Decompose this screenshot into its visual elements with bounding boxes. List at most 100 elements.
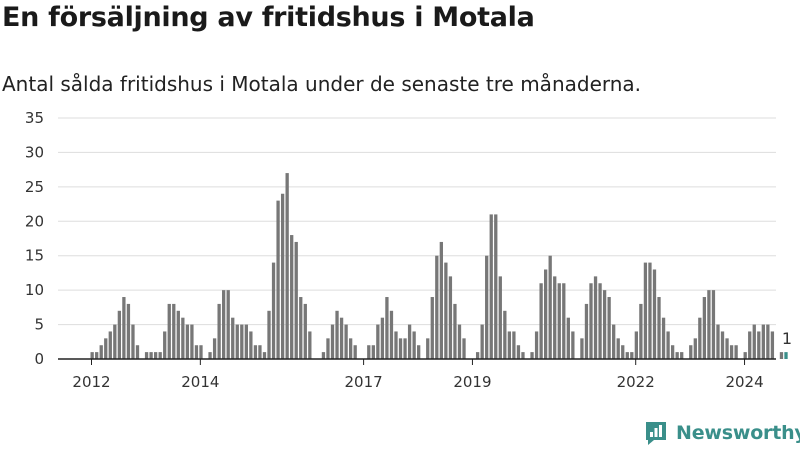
bar: [280, 193, 285, 359]
x-tick-label: 2024: [725, 373, 763, 391]
bar: [131, 324, 135, 359]
chart-subtitle: Antal sålda fritidshus i Motala under de…: [2, 72, 642, 96]
bar: [639, 303, 643, 359]
bar: [675, 352, 679, 359]
bar: [290, 235, 294, 359]
bar: [648, 262, 652, 359]
bar: [135, 345, 140, 359]
bar: [580, 338, 584, 359]
bar: [303, 303, 307, 359]
bar: [670, 345, 675, 359]
bar: [553, 276, 557, 359]
bar: [126, 303, 131, 359]
bar: [439, 241, 443, 359]
bar: [321, 352, 326, 359]
bar: [752, 324, 756, 359]
bar: [122, 297, 126, 359]
bar: [163, 331, 167, 359]
bar: [602, 290, 607, 359]
bar: [240, 324, 244, 359]
bar: [208, 352, 212, 359]
bar: [153, 352, 158, 359]
bar: [548, 255, 552, 359]
bar: [584, 303, 589, 359]
bar: [235, 324, 239, 359]
bar: [344, 324, 348, 359]
bar: [144, 352, 149, 359]
bar: [417, 345, 421, 359]
y-tick-label: 15: [25, 247, 44, 265]
bar: [702, 297, 707, 359]
bar: [285, 173, 289, 359]
bar: [330, 324, 335, 359]
bar: [108, 331, 112, 359]
x-tick-label: 2017: [345, 373, 383, 391]
bar: [389, 310, 394, 359]
x-tick-label: 2019: [453, 373, 491, 391]
bar: [494, 214, 498, 359]
bar: [521, 352, 525, 359]
bar: [407, 324, 412, 359]
bar: [426, 338, 430, 359]
bar: [612, 324, 616, 359]
bar: [158, 352, 162, 359]
bar: [557, 283, 561, 359]
chart-title: En försäljning av fritidshus i Motala: [2, 2, 535, 33]
bar: [634, 331, 638, 359]
bar: [339, 317, 344, 359]
bar: [258, 345, 262, 359]
bar: [720, 331, 725, 359]
newsworthy-logo: Newsworthy: [644, 420, 800, 446]
bar: [643, 262, 648, 359]
bar: [190, 324, 194, 359]
bar: [412, 331, 416, 359]
bar: [698, 317, 702, 359]
bar: [176, 310, 180, 359]
y-tick-label: 30: [25, 143, 44, 161]
bar: [430, 297, 434, 359]
y-tick-label: 5: [34, 316, 44, 334]
bar: [729, 345, 734, 359]
bar: [172, 303, 176, 359]
bar: [707, 290, 711, 359]
bar: [403, 338, 407, 359]
bar: [217, 303, 221, 359]
bar: [598, 283, 602, 359]
bar: [766, 324, 770, 359]
bar: [299, 297, 303, 359]
bar: [253, 345, 258, 359]
bar: [512, 331, 516, 359]
bar: [693, 338, 697, 359]
data-label: 1: [782, 329, 792, 348]
bar: [113, 324, 117, 359]
bar: [226, 290, 230, 359]
y-tick-label: 35: [25, 109, 44, 127]
bar: [770, 331, 775, 359]
bar: [530, 352, 534, 359]
bar: [534, 331, 539, 359]
bar: [117, 310, 122, 359]
bar: [630, 352, 634, 359]
bar: [666, 331, 670, 359]
y-tick-label: 10: [25, 281, 44, 299]
bar: [308, 331, 312, 359]
bar: [616, 338, 620, 359]
bar: [385, 297, 389, 359]
bar: [757, 331, 761, 359]
bar: [475, 352, 480, 359]
bar: [367, 345, 371, 359]
bar: [99, 345, 103, 359]
bar: [90, 352, 94, 359]
bar: [625, 352, 629, 359]
bar: [462, 338, 466, 359]
bar: [448, 276, 453, 359]
bar: [371, 345, 375, 359]
bar: [380, 317, 385, 359]
bar: [743, 352, 747, 359]
bar: [212, 338, 217, 359]
bar: [711, 290, 716, 359]
bar: [689, 345, 693, 359]
bar: [335, 310, 339, 359]
bar: [222, 290, 226, 359]
bar: [480, 324, 484, 359]
